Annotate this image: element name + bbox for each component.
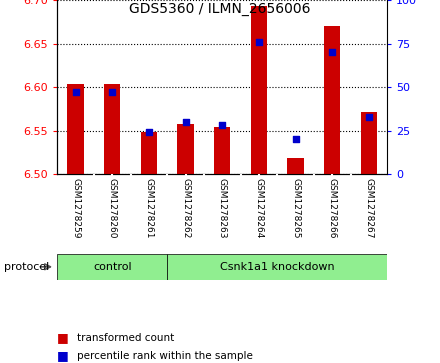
Point: [145, 130, 152, 135]
Bar: [104, 83, 121, 174]
Point: [365, 114, 372, 120]
Text: control: control: [93, 262, 132, 272]
Text: GSM1278265: GSM1278265: [291, 178, 300, 239]
Point: [182, 119, 189, 125]
Text: Csnk1a1 knockdown: Csnk1a1 knockdown: [220, 262, 334, 272]
Text: GSM1278262: GSM1278262: [181, 178, 190, 238]
Bar: [287, 158, 304, 174]
Point: [329, 49, 336, 55]
Text: GSM1278264: GSM1278264: [254, 178, 264, 238]
Point: [109, 89, 116, 95]
Bar: [361, 111, 377, 174]
Point: [255, 39, 262, 45]
Text: GSM1278261: GSM1278261: [144, 178, 154, 239]
Text: ■: ■: [57, 349, 69, 362]
Text: GSM1278260: GSM1278260: [108, 178, 117, 239]
Bar: [57, 254, 167, 280]
Bar: [167, 254, 387, 280]
Bar: [67, 83, 84, 174]
Point: [72, 89, 79, 95]
Text: protocol: protocol: [4, 262, 50, 272]
Text: ■: ■: [57, 331, 69, 344]
Point: [292, 136, 299, 142]
Text: GSM1278266: GSM1278266: [328, 178, 337, 239]
Text: GSM1278263: GSM1278263: [218, 178, 227, 239]
Text: GSM1278259: GSM1278259: [71, 178, 80, 239]
Text: GDS5360 / ILMN_2656006: GDS5360 / ILMN_2656006: [129, 2, 311, 16]
Point: [219, 123, 226, 129]
Text: transformed count: transformed count: [77, 333, 174, 343]
Bar: [177, 124, 194, 174]
Bar: [141, 131, 157, 174]
Text: GSM1278267: GSM1278267: [364, 178, 374, 239]
Bar: [324, 26, 341, 174]
Bar: [251, 6, 267, 174]
Bar: [214, 127, 231, 174]
Text: percentile rank within the sample: percentile rank within the sample: [77, 351, 253, 361]
